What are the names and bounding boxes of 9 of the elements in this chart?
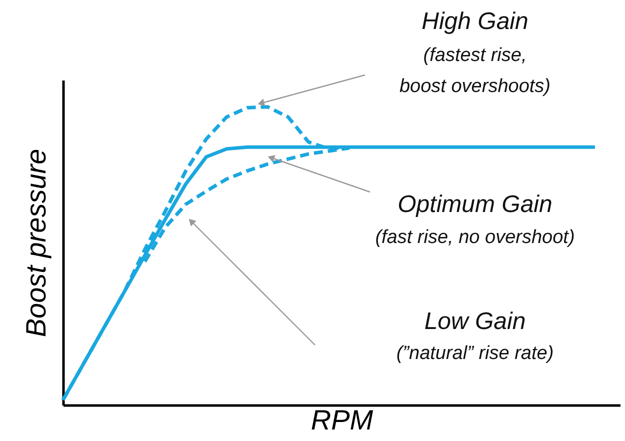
annotation: (fast rise, no overshoot) xyxy=(375,227,575,248)
annotation: (”natural” rise rate) xyxy=(396,343,554,364)
y-axis-title: Boost pressure xyxy=(20,148,52,338)
text: boost overshoots) xyxy=(399,76,551,97)
annotation: Low Gain xyxy=(424,308,526,335)
text: High Gain xyxy=(422,8,528,35)
x-axis-title: RPM xyxy=(310,404,374,436)
text: (fastest rise, xyxy=(423,45,527,66)
annotation: Optimum Gain xyxy=(398,191,552,218)
